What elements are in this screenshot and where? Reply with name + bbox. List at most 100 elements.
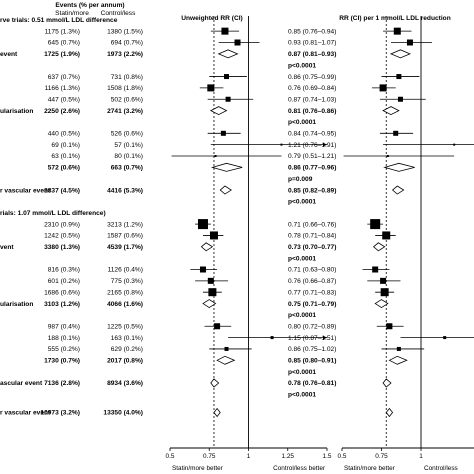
control-events: 1126 (0.4%) [108,267,143,274]
summary-diamond [383,162,415,172]
rr-ci-label: 0.75 (0.71–0.79) [288,301,336,308]
rr-ci-label: 0.87 (0.81–0.93) [288,51,336,58]
p-value: p<0.0001 [288,255,316,262]
estimate-box [386,155,389,157]
estimate-box [234,39,241,46]
estimate-box [380,288,389,297]
estimate-box [380,277,387,284]
tick-label: 0.5 [338,453,347,460]
tick-label: 0.5 [166,453,175,460]
control-events: 526 (0.6%) [111,131,143,138]
summary-diamond [209,106,228,116]
rr-ci-label: 0.71 (0.66–0.76) [288,221,336,228]
rr-ci-label: 0.85 (0.76–0.94) [288,28,336,35]
rr-ci-label: 0.71 (0.63–0.80) [288,267,336,274]
summary-diamond [372,242,386,252]
statin-events: 601 (0.2%) [48,278,80,285]
statin-events: 188 (0.1%) [48,335,80,342]
control-events: 502 (0.6%) [111,96,143,103]
tick-label: 1 [247,453,251,460]
statin-events: 7136 (2.8%) [44,380,80,387]
statin-events: 572 (0.6%) [48,165,80,172]
row-label: ularisation [0,301,33,308]
estimate-box [207,277,214,284]
statin-header: Statin/more [55,10,89,17]
statin-events: 440 (0.5%) [48,131,80,138]
panel-2-title: RR (CI) per 1 mmol/L LDL reduction [339,15,451,22]
estimate-box [372,266,379,273]
estimate-box [370,219,381,230]
control-events: 731 (0.8%) [111,74,143,81]
rr-ci-label: 0.86 (0.77–0.96) [288,165,336,172]
statin-events: 63 (0.1%) [51,153,80,160]
rr-ci-label: 0.78 (0.76–0.81) [288,380,336,387]
control-header: Control/less [101,10,137,17]
estimate-box [397,96,403,102]
statin-events: 2310 (0.9%) [44,221,80,228]
summary-diamond [210,162,243,172]
control-events: 2165 (0.8%) [107,289,143,296]
control-events: 629 (0.2%) [111,346,143,353]
statin-events: 3837 (4.5%) [44,187,80,194]
rr-ci-label: 0.81 (0.76–0.86) [288,108,336,115]
estimate-box [224,346,229,351]
control-events: 694 (0.7%) [111,40,143,47]
control-events: 8934 (3.6%) [107,380,143,387]
estimate-box [199,266,206,273]
summary-diamond [388,355,408,365]
p-value: p<0.0001 [288,62,316,69]
statin-events: 69 (0.1%) [51,142,80,149]
estimate-box [406,39,413,46]
p-value: p<0.0001 [288,369,316,376]
summary-diamond [382,106,400,116]
summary-diamond [219,185,232,195]
estimate-box [396,74,402,80]
rr-ci-label: 0.76 (0.66–0.87) [288,278,336,285]
rr-ci-label: 0.93 (0.81–1.07) [288,40,336,47]
estimate-box [386,323,393,330]
control-events: 663 (0.7%) [111,165,143,172]
p-value: p<0.0001 [288,392,316,399]
control-events: 4066 (1.6%) [107,301,143,308]
row-label: vent [0,244,14,251]
estimate-box [396,346,401,351]
rr-ci-label: 0.85 (0.82–0.89) [288,187,336,194]
control-events: 13350 (4.0%) [103,410,143,417]
tick-label: 1.5 [323,453,332,460]
p-value: p=0.009 [288,176,313,183]
summary-diamond [213,407,221,418]
statin-events: 1730 (0.7%) [44,358,80,365]
statin-events: 645 (0.7%) [48,40,80,47]
p-value: p<0.0001 [288,199,316,206]
estimate-box [224,74,230,80]
estimate-box [453,143,456,146]
tick-label: 1 [419,453,423,460]
rr-ci-label: 0.84 (0.74–0.95) [288,131,336,138]
row-label: r vascular event [0,410,51,417]
tick-label: 1.25 [282,453,295,460]
control-events: 1508 (1.8%) [107,85,143,92]
estimate-box [214,323,221,330]
estimate-box [393,130,399,136]
p-value: p<0.0001 [288,119,316,126]
estimate-box [221,27,229,35]
row-label: event [0,51,18,58]
control-events: 80 (0.1%) [114,153,143,160]
better-right-label: Control/less better [273,465,326,472]
statin-events: 555 (0.2%) [48,346,80,353]
statin-events: 3103 (1.2%) [44,301,80,308]
rr-ci-label: 1.15 (0.87–1.51) [288,335,336,342]
estimate-box [443,336,447,340]
control-events: 3213 (1.2%) [107,221,143,228]
statin-events: 1175 (1.3%) [45,28,80,35]
rr-ci-label: 0.85 (0.80–0.91) [288,358,336,365]
rr-ci-label: 1.21 (0.76–1.91) [288,142,336,149]
control-events: 1225 (0.5%) [107,323,143,330]
rr-ci-label: 0.79 (0.51–1.21) [288,153,336,160]
estimate-box [208,288,217,297]
rr-ci-label: 0.80 (0.72–0.89) [288,323,336,330]
summary-diamond [216,355,236,365]
p-value: p<0.0001 [288,312,316,319]
control-events: 2017 (0.8%) [107,358,143,365]
